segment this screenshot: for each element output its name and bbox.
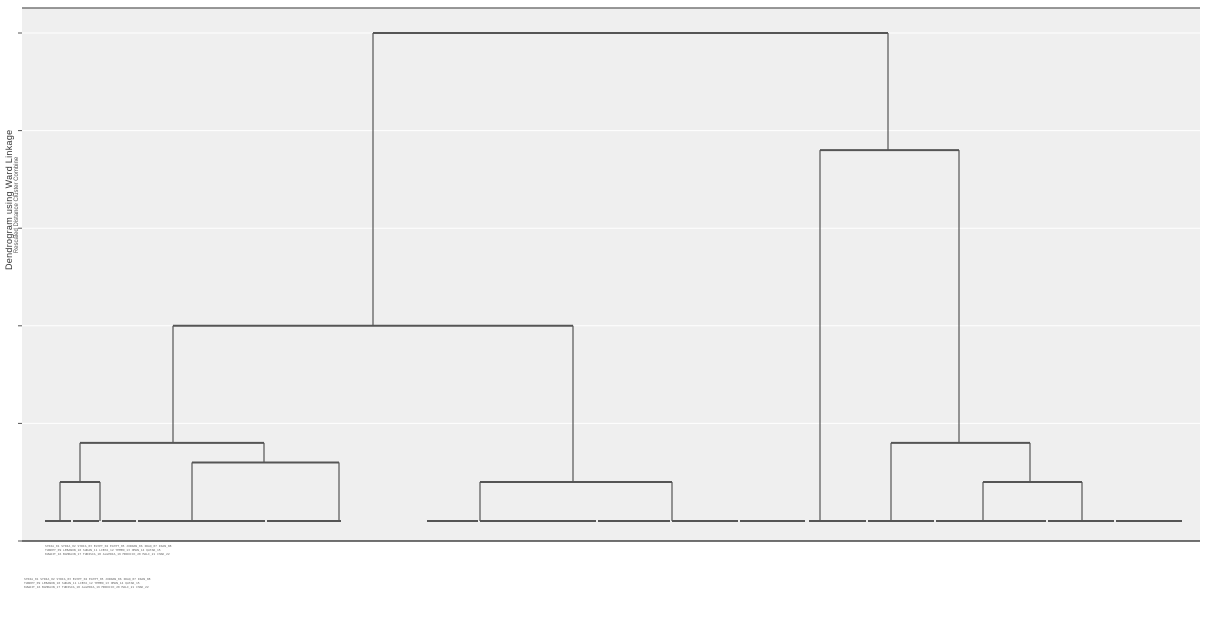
- leaf-labels-block: SYRIA_01 SYRIA_02 SYRIA_03 EGYPT_04 EGYP…: [45, 544, 1185, 560]
- y-axis-title: Dendrogram using Ward Linkage Rescaled D…: [0, 0, 30, 625]
- leaf-labels-block-lower: SYRIA_01 SYRIA_02 SYRIA_03 EGYPT_04 EGYP…: [24, 577, 1184, 622]
- plot-background: [22, 8, 1200, 541]
- leaf-label-row: SYRIA_01 SYRIA_02 SYRIA_03 EGYPT_04 EGYP…: [45, 544, 172, 548]
- leaf-label-row: SYRIA_01 SYRIA_02 SYRIA_03 EGYPT_04 EGYP…: [24, 577, 151, 581]
- leaf-label-row: KUWAIT_16 BAHRAIN_17 TUNISIA_18 ALGERIA_…: [24, 585, 149, 589]
- leaf-label-row: KUWAIT_16 BAHRAIN_17 TUNISIA_18 ALGERIA_…: [45, 552, 170, 556]
- leaf-label-row: TURKEY_09 LEBANON_10 SUDAN_11 LIBYA_12 Y…: [24, 581, 140, 585]
- leaf-label-row: TURKEY_09 LEBANON_10 SUDAN_11 LIBYA_12 Y…: [45, 548, 161, 552]
- y-axis: [18, 32, 22, 542]
- y-axis-title-sub: Rescaled Distance Cluster Combine: [14, 156, 20, 254]
- y-axis-title-main: Dendrogram using Ward Linkage: [4, 129, 14, 270]
- dendrogram-tree: [59, 32, 1083, 521]
